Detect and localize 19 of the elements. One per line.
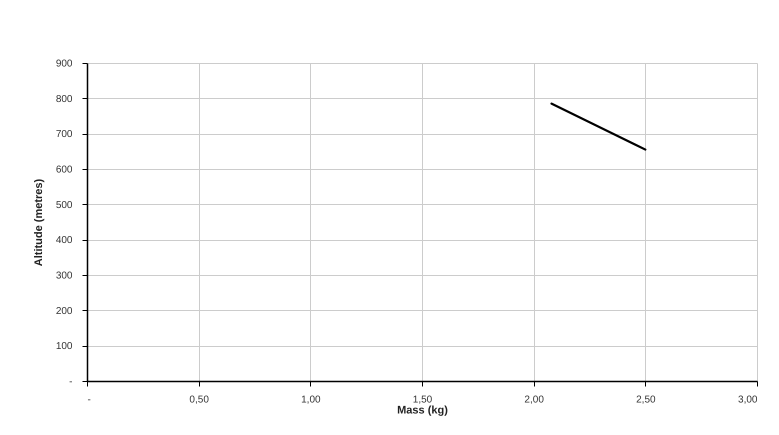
x-tick-label: - — [88, 394, 91, 406]
y-tick-label: 900 — [56, 58, 73, 70]
x-tick-label: 1,00 — [301, 394, 321, 406]
x-tick-label: 0,50 — [189, 394, 210, 406]
x-tick-label: 2,00 — [524, 394, 544, 406]
y-tick-label: 400 — [56, 235, 73, 246]
x-tick-label: 3,00 — [738, 394, 758, 406]
x-tick-label: 1,50 — [412, 394, 433, 406]
y-axis-title: Altitude (metres) — [32, 178, 45, 266]
y-tick-label: 200 — [56, 306, 73, 317]
y-tick-label: 600 — [56, 164, 73, 176]
y-tick-label: 300 — [56, 270, 73, 282]
y-tick-label: - — [69, 376, 72, 388]
y-tick-label: 500 — [56, 200, 73, 211]
y-tick-label: 700 — [56, 129, 73, 140]
x-axis-title: Mass (kg) — [397, 404, 448, 416]
y-tick-label: 100 — [56, 341, 73, 352]
x-tick-label: 2,50 — [636, 394, 656, 406]
y-tick-label: 800 — [56, 94, 73, 105]
